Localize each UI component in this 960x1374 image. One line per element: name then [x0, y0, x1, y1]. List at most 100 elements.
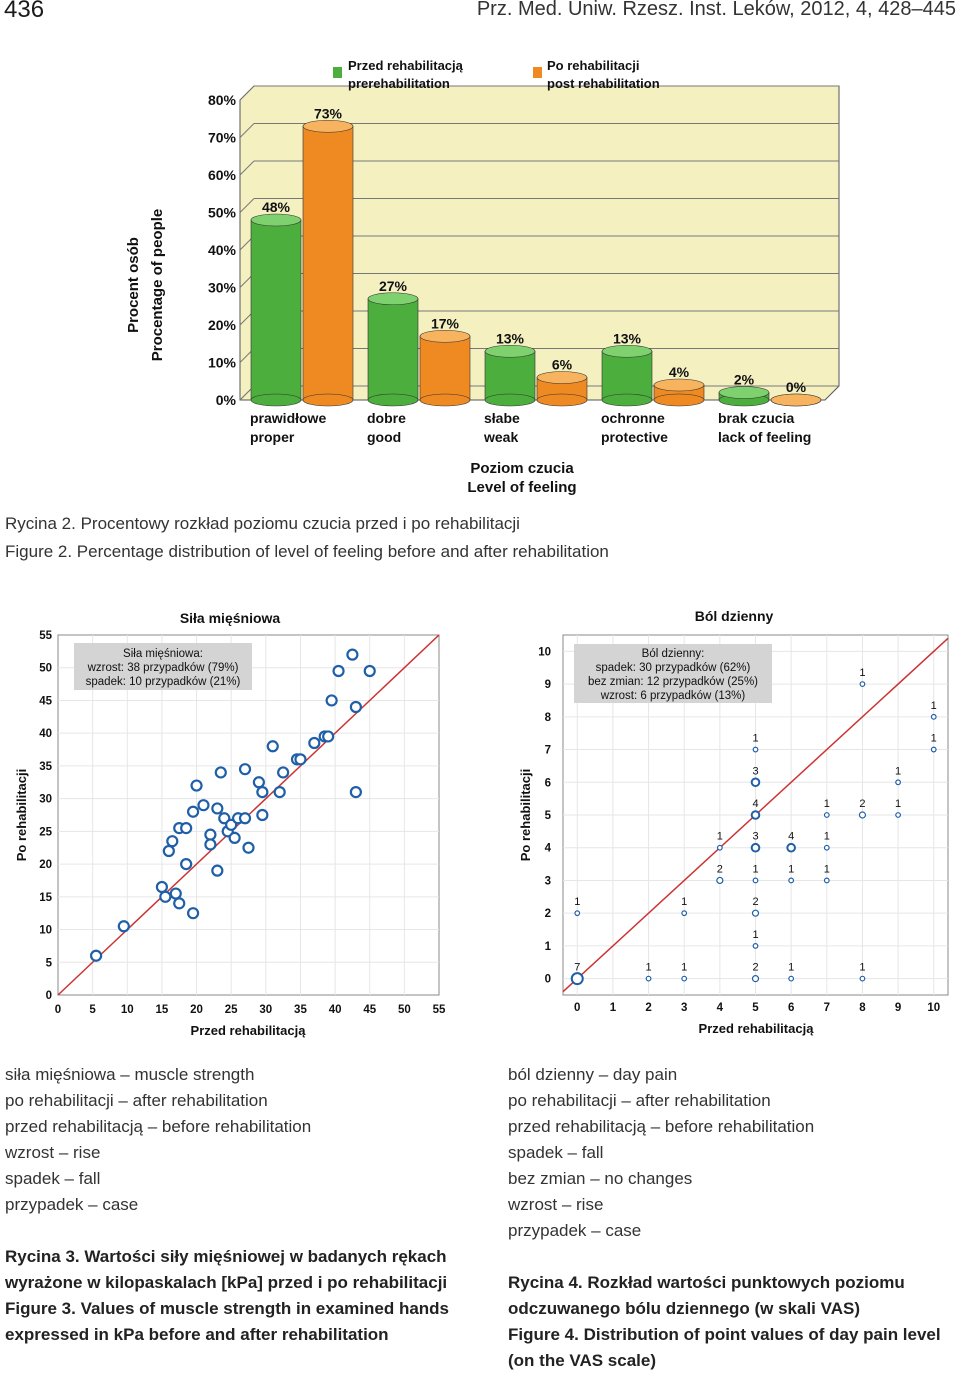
data-point [294, 753, 307, 766]
bar-base [250, 393, 302, 407]
category-label-pl: prawidłowe [250, 410, 326, 426]
bar-value-label: 13% [613, 330, 642, 346]
data-point [214, 766, 227, 779]
legend-swatch-before [333, 67, 342, 78]
y-tick-label: 5 [46, 957, 53, 969]
chart-title: Siła mięśniowa [180, 610, 281, 626]
category-label-en: lack of feeling [718, 429, 811, 445]
data-point [238, 763, 252, 776]
x-tick-label: 9 [895, 1002, 901, 1014]
case-count-label: 1 [574, 896, 580, 908]
caption-line: Figure 3. Values of muscle strength in e… [5, 1299, 450, 1318]
data-point [256, 808, 269, 822]
bar-chart-labels: 0% 10% 20% 30% 40% 50% 60% 70% 80% 48% 73% prawidło… [208, 92, 811, 445]
case-count-label: 1 [752, 863, 758, 875]
data-point [256, 785, 269, 799]
case-count-label: 1 [788, 863, 794, 875]
case-count-label: 4 [788, 831, 794, 843]
journal-reference: Prz. Med. Uniw. Rzesz. Inst. Leków, 2012… [476, 0, 956, 20]
case-count-label: 2 [859, 798, 865, 810]
bar-after [302, 119, 354, 407]
chart-title: Ból dzienny [695, 608, 774, 624]
y-tick-label: 45 [39, 695, 52, 707]
x-tick-label: 8 [859, 1002, 866, 1014]
x-tick-label: 3 [681, 1002, 687, 1014]
case-count-label: 3 [752, 831, 758, 843]
bar-before [250, 213, 302, 407]
y-tick-label: 30 [39, 794, 52, 806]
case-count-label: 1 [824, 798, 830, 810]
glossary-item: wzrost – rise [5, 1143, 101, 1162]
data-point [169, 887, 182, 900]
x-tick-label: 1 [610, 1002, 617, 1014]
glossary-item: bez zmian – no changes [508, 1169, 693, 1188]
data-point [823, 844, 830, 851]
bar-base [419, 393, 471, 407]
case-count-label: 1 [752, 929, 758, 941]
category-label-pl: brak czucia [718, 410, 794, 426]
y-tick-label: 2 [545, 908, 551, 920]
x-tick-label: 10 [121, 1004, 134, 1016]
y-tick-label: 35 [39, 761, 52, 773]
data-point [681, 975, 688, 982]
y-tick-label: 30% [208, 280, 237, 296]
y-axis-title: Po rehabilitacji [518, 769, 533, 861]
y-tick-label: 40 [39, 728, 52, 740]
bar-top [302, 119, 354, 133]
data-point [155, 880, 169, 894]
data-point [858, 811, 867, 819]
caption-line: Rycina 3. Wartości siły mięśniowej w bad… [5, 1247, 447, 1266]
glossary-item: spadek – fall [5, 1169, 101, 1188]
figure3-caption: Rycina 3. Wartości siły mięśniowej w bad… [5, 1244, 449, 1348]
data-point [349, 700, 362, 714]
glossary-item: przypadek – case [508, 1221, 642, 1240]
data-point [859, 975, 866, 982]
data-point [716, 876, 724, 885]
legend-after-en: post rehabilitation [547, 76, 660, 91]
category-label-en: good [367, 429, 401, 445]
y-tick-label: 5 [545, 810, 552, 822]
y-axis-title-en: Procentage of people [149, 209, 166, 362]
case-count-label: 1 [859, 667, 865, 679]
data-point [162, 844, 175, 858]
muscle-points [89, 648, 376, 962]
data-point [363, 664, 376, 678]
data-point [750, 810, 761, 820]
data-point [325, 694, 338, 707]
data-point [574, 910, 581, 917]
data-point [346, 648, 359, 661]
figure2-caption-pl: Rycina 2. Procentowy rozkład poziomu czu… [5, 514, 520, 533]
bar-base [302, 393, 354, 407]
x-tick-label: 5 [89, 1004, 96, 1016]
bar-body [367, 298, 419, 401]
x-tick-label: 0 [574, 1002, 580, 1014]
legend-swatch-after [533, 67, 542, 78]
data-point [273, 785, 286, 799]
data-point [166, 835, 179, 848]
data-point [349, 785, 362, 799]
category-label-en: proper [250, 429, 295, 445]
category-label-en: protective [601, 429, 668, 445]
data-point [266, 740, 279, 753]
data-point [277, 766, 290, 779]
data-point [823, 877, 830, 884]
case-count-label: 7 [574, 962, 580, 974]
bar-before [601, 344, 653, 407]
category-label-en: weak [483, 429, 518, 445]
pain-ticks: 0 0 1 1 2 2 3 3 4 4 5 5 6 6 7 7 8 8 9 9 10 10 [538, 646, 940, 1014]
data-point [750, 777, 761, 788]
data-point [89, 949, 103, 962]
case-count-label: 1 [681, 896, 687, 908]
bar-value-label: 13% [496, 330, 525, 346]
y-tick-label: 70% [208, 130, 237, 146]
bar-value-label: 0% [786, 379, 807, 395]
bar-top [653, 378, 705, 392]
data-point [645, 975, 652, 982]
bar-after [536, 371, 588, 407]
x-tick-label: 7 [824, 1002, 830, 1014]
bar-top [536, 371, 588, 384]
data-point [242, 841, 255, 854]
data-point [716, 844, 723, 851]
data-point [238, 812, 252, 825]
data-point [823, 812, 830, 818]
